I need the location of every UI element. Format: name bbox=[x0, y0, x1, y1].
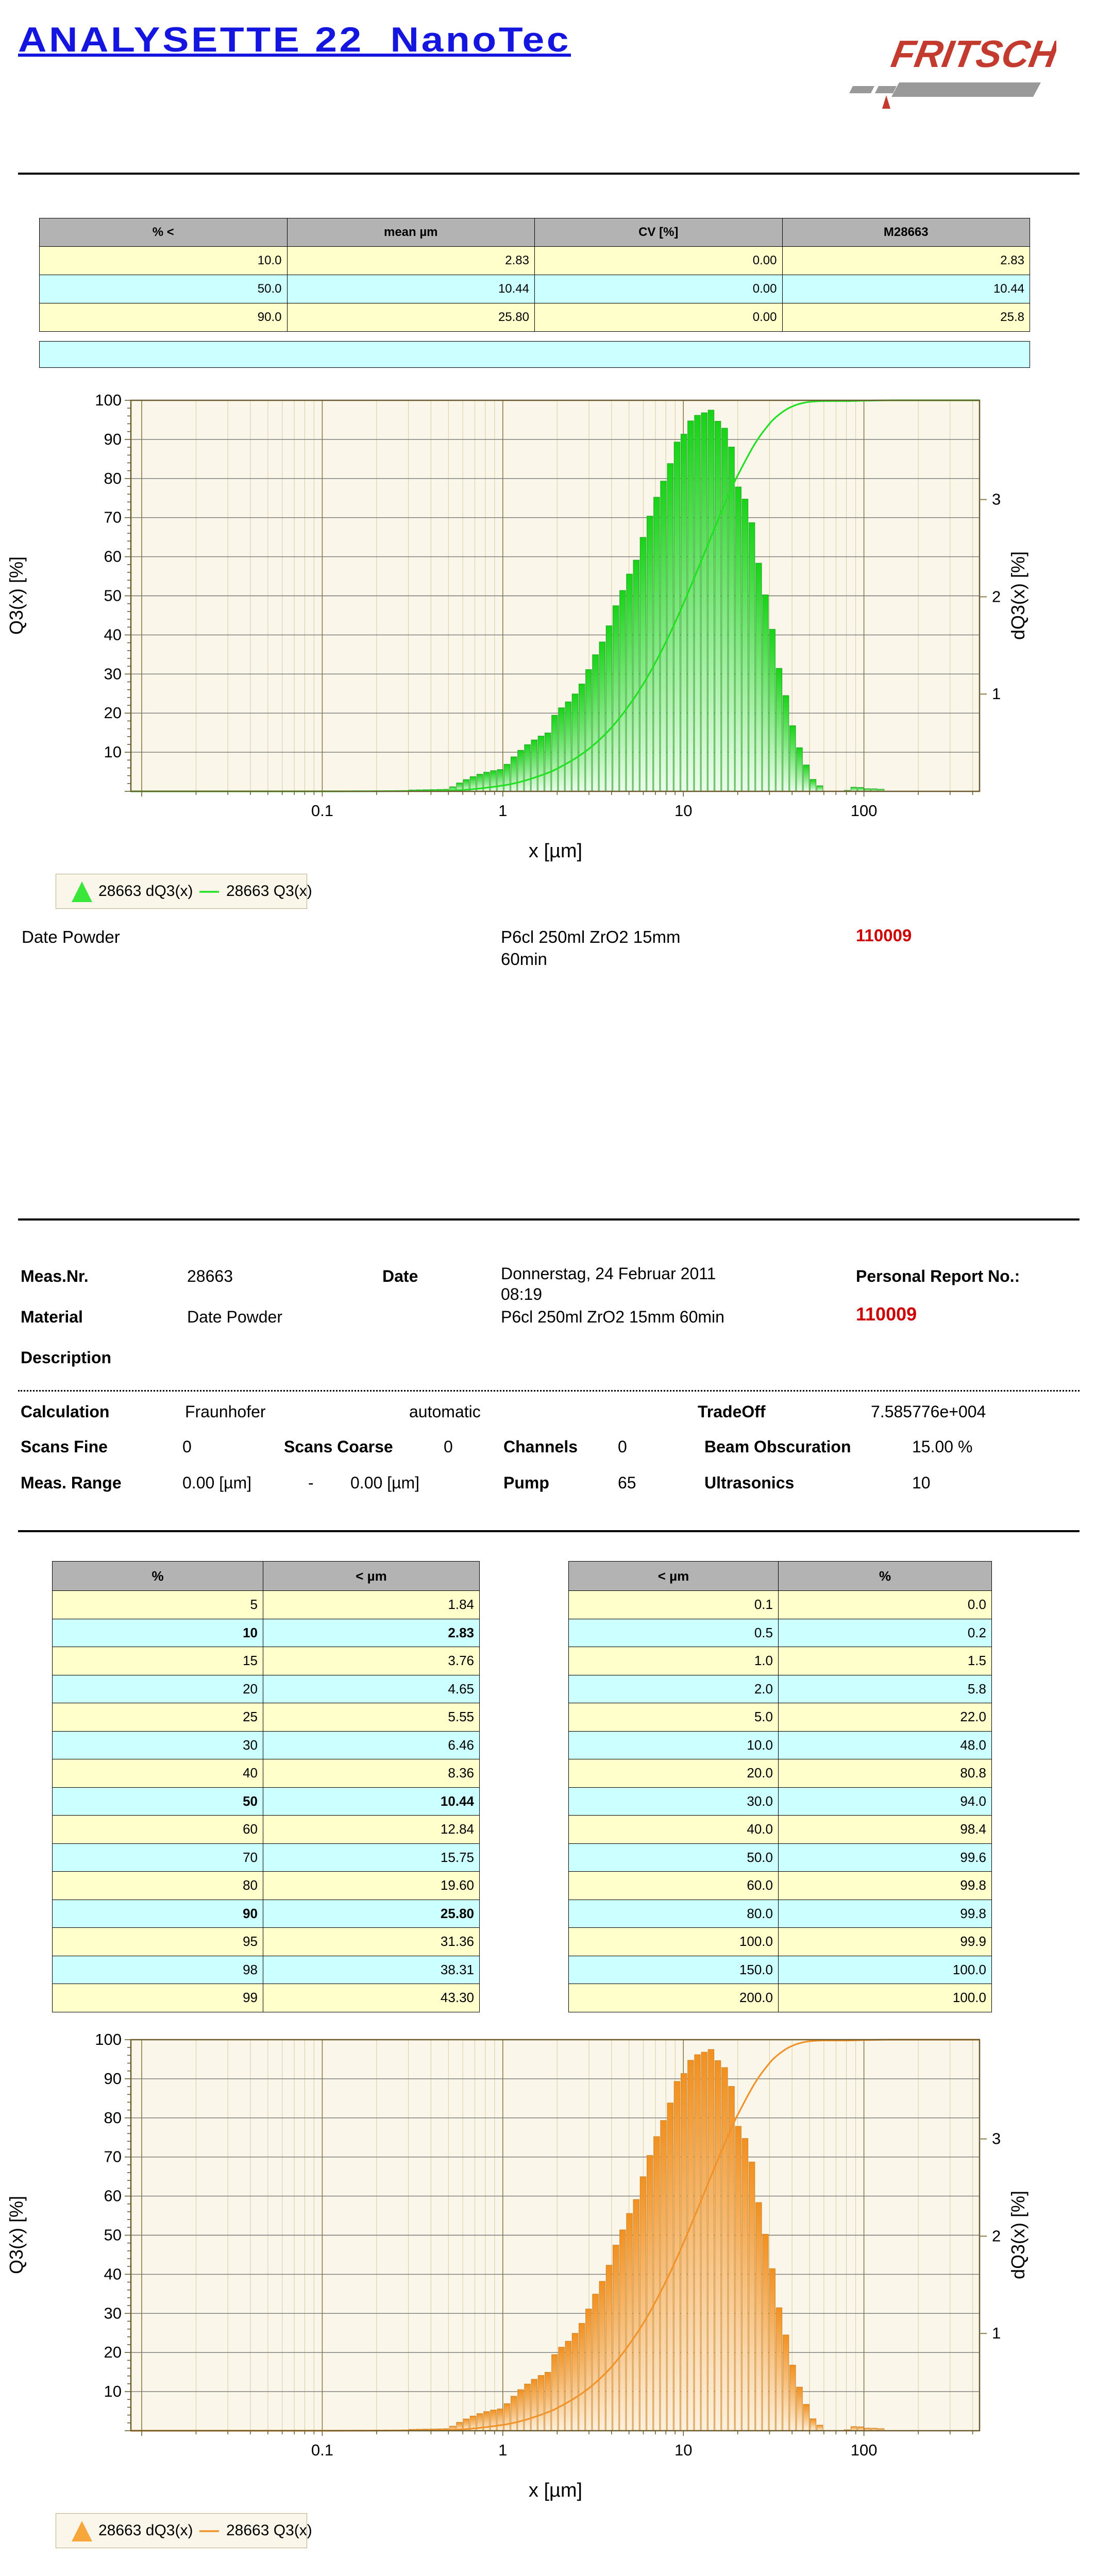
svg-text:60: 60 bbox=[104, 2187, 122, 2205]
svg-text:1: 1 bbox=[992, 2324, 1001, 2342]
svg-text:0.1: 0.1 bbox=[311, 802, 333, 820]
svg-text:100: 100 bbox=[851, 2441, 878, 2459]
svg-text:30: 30 bbox=[104, 665, 122, 683]
svg-text:50: 50 bbox=[104, 2226, 122, 2244]
svg-text:10: 10 bbox=[675, 802, 692, 820]
svg-text:20: 20 bbox=[104, 704, 122, 722]
svg-text:100: 100 bbox=[95, 391, 122, 409]
svg-text:90: 90 bbox=[104, 430, 122, 448]
svg-text:10: 10 bbox=[675, 2441, 692, 2459]
svg-text:50: 50 bbox=[104, 587, 122, 605]
svg-text:80: 80 bbox=[104, 469, 122, 487]
svg-text:100: 100 bbox=[851, 802, 878, 820]
svg-text:3: 3 bbox=[992, 490, 1001, 509]
svg-text:FRITSCH: FRITSCH bbox=[888, 32, 1056, 75]
svg-text:70: 70 bbox=[104, 509, 122, 527]
svg-text:10: 10 bbox=[104, 743, 122, 761]
svg-text:60: 60 bbox=[104, 548, 122, 566]
svg-text:2: 2 bbox=[992, 2227, 1001, 2245]
svg-text:40: 40 bbox=[104, 625, 122, 643]
svg-text:1: 1 bbox=[992, 685, 1001, 703]
svg-text:1: 1 bbox=[498, 802, 507, 820]
svg-text:30: 30 bbox=[104, 2304, 122, 2322]
svg-text:20: 20 bbox=[104, 2343, 122, 2361]
svg-text:90: 90 bbox=[104, 2070, 122, 2088]
svg-text:40: 40 bbox=[104, 2265, 122, 2283]
svg-text:2: 2 bbox=[992, 587, 1001, 605]
svg-text:3: 3 bbox=[992, 2130, 1001, 2148]
svg-text:0.1: 0.1 bbox=[311, 2441, 333, 2459]
svg-text:80: 80 bbox=[104, 2109, 122, 2127]
svg-text:10: 10 bbox=[104, 2382, 122, 2400]
svg-text:1: 1 bbox=[498, 2441, 507, 2459]
svg-text:70: 70 bbox=[104, 2148, 122, 2166]
svg-text:100: 100 bbox=[95, 2030, 122, 2048]
